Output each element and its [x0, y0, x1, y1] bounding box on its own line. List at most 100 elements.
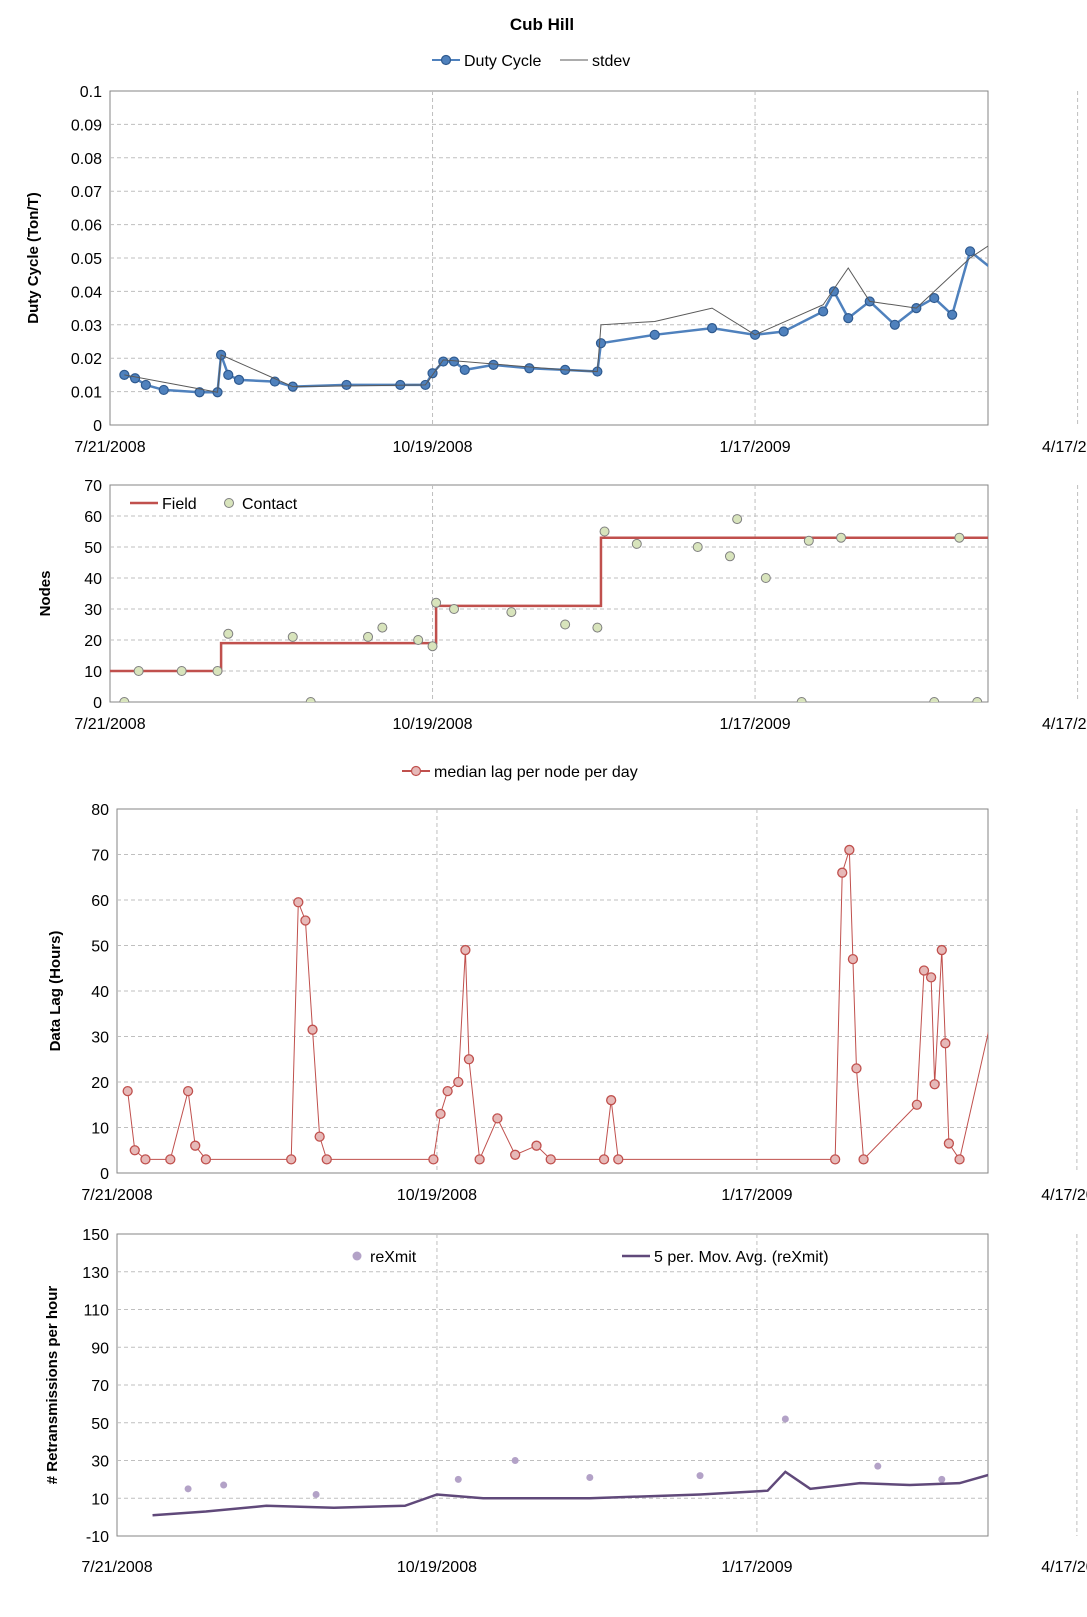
median-lag-point — [200, 1154, 212, 1165]
median-lag-point — [442, 1085, 453, 1097]
x-tick-label: 7/21/2008 — [81, 1559, 152, 1576]
median-lag-point — [492, 1113, 503, 1124]
median-lag-point — [307, 1024, 318, 1035]
median-lag-point — [954, 1154, 965, 1165]
duty-cycle-point — [223, 369, 234, 380]
contact-point — [1055, 694, 1064, 703]
median-lag-point — [929, 1079, 940, 1090]
chart-panel-2: 0 10 20 30 40 50 60 70 7/21/2008 10/19/2008 1/17/2… — [37, 478, 1087, 733]
median-lag-point — [943, 1138, 955, 1149]
contact-point — [803, 535, 814, 546]
duty-cycle-point — [706, 323, 718, 334]
contact-point — [1048, 533, 1057, 542]
y-tick-label: 0.02 — [71, 351, 102, 368]
median-lag-point — [453, 1076, 464, 1088]
y-tick-label: 20 — [91, 1075, 109, 1092]
contact-point — [692, 542, 703, 552]
duty-cycle-point — [1019, 280, 1028, 289]
duty-cycle-point — [1030, 270, 1039, 279]
contact-point — [796, 697, 807, 702]
y-tick-label: 0.05 — [71, 251, 102, 268]
y-tick-label: 0.01 — [71, 385, 102, 402]
duty-cycle-point — [1041, 317, 1050, 326]
contact-point — [212, 666, 223, 676]
x-tick-label: 4/17/2009 — [1041, 1559, 1087, 1576]
duty-cycle-point — [341, 379, 352, 391]
chart-panel-3: 0 10 20 30 40 50 60 70 80 7/21/2008 10/19/2008 1/17… — [47, 764, 1087, 1204]
median-lag-point — [122, 1085, 133, 1097]
y-tick-label: 0 — [93, 695, 102, 712]
chart-panel-1: 0 0.01 0.02 0.03 0.04 0.05 0.06 0.07 0.08 0.09 0.1… — [25, 53, 1087, 456]
median-lag-point — [940, 1038, 951, 1049]
chart-panel-4: -10 10 30 50 70 90 110 130 150 7/21/2008 10/19/200… — [44, 1227, 1087, 1576]
y-tick-label: 90 — [91, 1340, 109, 1357]
legend-entry: median lag per node per day — [402, 764, 638, 781]
y-tick-label: 0.06 — [71, 218, 102, 235]
contact-point — [592, 622, 603, 633]
x-tick-label: 10/19/2008 — [392, 439, 472, 456]
plot-data — [122, 844, 1074, 1165]
median-lag-point — [936, 944, 947, 956]
duty-cycle-point — [889, 319, 900, 330]
median-lag-point — [829, 1154, 841, 1165]
median-lag-point — [851, 1063, 862, 1074]
median-lag-point — [837, 867, 848, 878]
rexmit-point — [184, 1485, 192, 1493]
median-lag-point — [598, 1154, 610, 1165]
rexmit-point — [220, 1481, 228, 1489]
median-lag-point — [1065, 1155, 1074, 1164]
median-lag-point — [991, 998, 1000, 1007]
duty-cycle-point — [991, 267, 1000, 276]
y-tick-label: 0.1 — [80, 84, 102, 101]
x-tick-label: 7/21/2008 — [74, 716, 145, 733]
median-lag-point — [460, 944, 471, 956]
y-tick-label: 70 — [91, 848, 109, 865]
duty-cycle-point — [158, 384, 169, 396]
median-lag-point — [994, 1057, 1003, 1066]
contact-point — [119, 697, 130, 702]
legend-label: median lag per node per day — [434, 764, 638, 781]
median-lag-point — [300, 915, 311, 926]
series-line-median-lag — [127, 849, 988, 1162]
y-tick-label: 60 — [91, 893, 109, 910]
median-lag-point — [1047, 1155, 1056, 1164]
series-line-moving-average — [152, 1470, 988, 1517]
median-lag-point — [606, 1095, 617, 1106]
y-tick-label: 50 — [91, 939, 109, 956]
contact-point — [724, 551, 735, 562]
median-lag-point — [545, 1154, 556, 1165]
median-lag-point — [140, 1154, 151, 1165]
legend-entry: reXmit — [352, 1249, 417, 1266]
contact-point — [1080, 698, 1087, 707]
legend-swatch-marker — [224, 498, 234, 508]
y-tick-label: 150 — [82, 1227, 109, 1244]
legend-entry: Field — [130, 496, 197, 513]
y-tick-label: 10 — [91, 1121, 109, 1138]
median-lag-point — [510, 1149, 521, 1160]
median-lag-point — [847, 954, 859, 965]
contact-point — [427, 641, 438, 652]
median-lag-point — [474, 1154, 485, 1165]
chart-title: Cub Hill — [510, 15, 574, 34]
y-tick-label: 0.03 — [71, 318, 102, 335]
duty-cycle-point — [448, 356, 460, 367]
y-tick-label: 0 — [93, 418, 102, 435]
y-tick-label: 0.07 — [71, 184, 102, 201]
rexmit-point — [874, 1462, 882, 1470]
legend-label: Field — [162, 496, 197, 513]
duty-cycle-point — [595, 338, 607, 349]
contact-point — [560, 619, 571, 630]
y-tick-label: 60 — [84, 509, 102, 526]
median-lag-point — [129, 1145, 140, 1156]
y-tick-label: 130 — [82, 1265, 109, 1282]
legend-entry: Duty Cycle — [432, 53, 541, 70]
contact-point — [599, 526, 610, 537]
plot-data — [119, 245, 1050, 398]
contact-point — [760, 573, 771, 583]
x-tick-label: 1/17/2009 — [721, 1187, 792, 1204]
contact-point — [133, 666, 144, 676]
y-tick-label: 110 — [83, 1303, 109, 1320]
median-lag-point — [428, 1154, 439, 1165]
contact-point — [954, 532, 965, 543]
